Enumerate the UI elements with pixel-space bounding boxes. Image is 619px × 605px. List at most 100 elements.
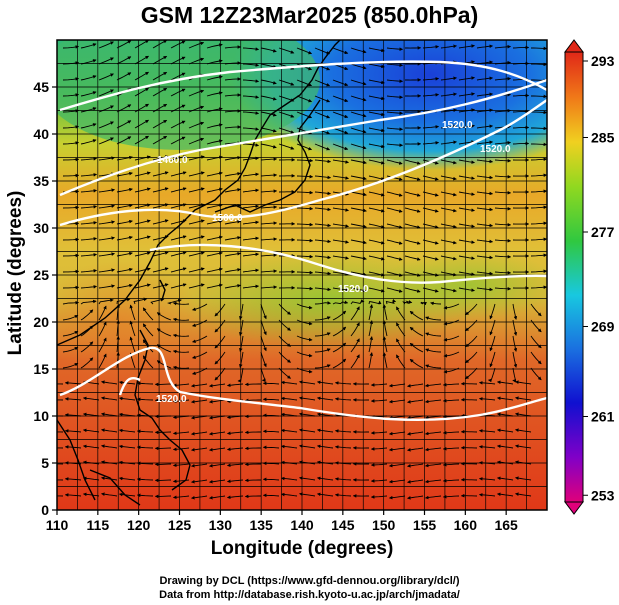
streamline-arrow bbox=[494, 60, 512, 65]
streamline-arrow bbox=[296, 270, 314, 275]
streamline-arrow bbox=[82, 444, 100, 449]
streamline-arrow bbox=[531, 142, 547, 147]
streamline-arrow bbox=[440, 159, 457, 165]
streamline-arrow bbox=[101, 380, 118, 385]
streamline-arrow bbox=[172, 495, 190, 500]
streamline-arrow bbox=[443, 303, 460, 310]
streamline-arrow bbox=[476, 239, 494, 244]
streamline-arrow bbox=[476, 207, 494, 212]
streamline-arrow bbox=[407, 399, 424, 404]
streamline-arrow bbox=[512, 335, 518, 352]
streamline-arrow bbox=[98, 73, 114, 81]
streamline-arrow bbox=[458, 287, 475, 292]
streamline-arrow bbox=[188, 105, 205, 113]
streamline-arrow bbox=[170, 72, 186, 81]
streamline-arrow bbox=[242, 47, 260, 51]
streamline-arrow bbox=[458, 108, 475, 113]
streamline-arrow bbox=[368, 304, 374, 321]
streamline-arrow bbox=[129, 320, 136, 337]
streamline-arrow bbox=[299, 444, 316, 449]
streamline-arrow bbox=[101, 460, 118, 465]
streamline-arrow bbox=[80, 107, 97, 113]
streamline-arrow bbox=[443, 351, 460, 358]
streamline-arrow bbox=[496, 412, 514, 417]
streamline-arrow bbox=[260, 253, 278, 257]
streamline-arrow bbox=[442, 446, 460, 451]
colorbar-tick-label: 253 bbox=[591, 487, 615, 503]
streamline-arrow bbox=[332, 271, 349, 276]
streamline-arrow bbox=[62, 237, 80, 242]
streamline-arrow bbox=[62, 61, 80, 65]
coastlines bbox=[57, 40, 341, 506]
streamline-arrow bbox=[152, 219, 169, 225]
streamline-arrow bbox=[424, 479, 442, 484]
streamline-arrow bbox=[314, 223, 332, 228]
streamline-arrow bbox=[368, 336, 374, 353]
streamline-arrow bbox=[134, 40, 150, 49]
streamline-arrow bbox=[152, 187, 169, 193]
streamline-arrow bbox=[64, 413, 82, 417]
streamline-arrow bbox=[98, 121, 114, 129]
streamline-arrow bbox=[465, 335, 478, 347]
streamline-arrow bbox=[386, 271, 403, 277]
streamline-arrow bbox=[458, 175, 475, 180]
streamline-arrow bbox=[476, 191, 494, 196]
y-tick-label: 5 bbox=[41, 455, 49, 471]
streamline-arrow bbox=[350, 159, 367, 165]
streamline-arrow bbox=[404, 239, 421, 245]
streamline-arrow bbox=[260, 157, 278, 161]
streamline-arrow bbox=[404, 255, 421, 261]
streamline-arrow bbox=[134, 119, 150, 129]
streamline-arrow bbox=[494, 158, 512, 163]
streamline-arrow bbox=[424, 399, 442, 404]
streamline-arrow bbox=[242, 236, 260, 241]
streamline-arrow bbox=[350, 271, 367, 277]
streamline-arrow bbox=[260, 205, 278, 209]
streamline-arrow bbox=[260, 173, 278, 177]
streamline-arrow bbox=[118, 380, 136, 385]
streamline-arrow bbox=[226, 447, 244, 452]
streamline-arrow bbox=[260, 95, 277, 101]
streamline-arrow bbox=[530, 221, 547, 226]
streamline-arrow bbox=[260, 303, 267, 320]
streamline-arrow bbox=[422, 255, 439, 261]
streamline-arrow bbox=[170, 136, 186, 145]
streamline-arrow bbox=[388, 431, 406, 436]
streamline-arrow bbox=[440, 191, 457, 197]
streamline-arrow bbox=[80, 173, 98, 177]
streamline-arrow bbox=[170, 283, 187, 289]
streamline-arrow bbox=[262, 413, 280, 418]
streamline-arrow bbox=[206, 187, 223, 193]
streamline-arrow bbox=[209, 463, 226, 468]
streamline-arrow bbox=[136, 397, 154, 402]
colorbar-tick-label: 261 bbox=[591, 409, 615, 425]
streamline-arrow bbox=[314, 348, 331, 353]
streamline-arrow bbox=[382, 352, 388, 369]
streamline-arrow bbox=[80, 253, 98, 257]
streamline-arrow bbox=[116, 335, 120, 353]
streamline-arrow bbox=[296, 158, 314, 163]
streamline-arrow bbox=[214, 335, 226, 349]
colorbar-tick-label: 285 bbox=[591, 130, 615, 146]
streamline-arrow bbox=[476, 92, 494, 97]
streamline-arrow bbox=[224, 155, 241, 161]
x-tick-label: 130 bbox=[209, 517, 233, 533]
streamline-arrow bbox=[172, 479, 190, 484]
streamline-arrow bbox=[409, 342, 424, 353]
credit-drawing: Drawing by DCL (https://www.gfd-dennou.o… bbox=[159, 575, 460, 587]
streamline-arrow bbox=[332, 255, 349, 260]
streamline-arrow bbox=[118, 460, 136, 465]
streamline-arrow bbox=[206, 155, 223, 161]
streamline-arrow bbox=[388, 383, 406, 388]
streamline-arrow bbox=[192, 351, 208, 359]
credit-data: Data from http://database.rish.kyoto-u.a… bbox=[159, 589, 460, 601]
streamline-arrow bbox=[334, 381, 352, 385]
y-tick-label: 45 bbox=[33, 79, 49, 95]
streamline-arrow bbox=[280, 476, 298, 481]
streamline-arrow bbox=[368, 143, 385, 149]
streamline-arrow bbox=[515, 428, 532, 433]
streamline-arrow bbox=[118, 412, 136, 417]
streamline-arrow bbox=[531, 126, 547, 131]
streamline-arrow bbox=[191, 383, 208, 388]
streamline-arrow bbox=[314, 301, 331, 305]
